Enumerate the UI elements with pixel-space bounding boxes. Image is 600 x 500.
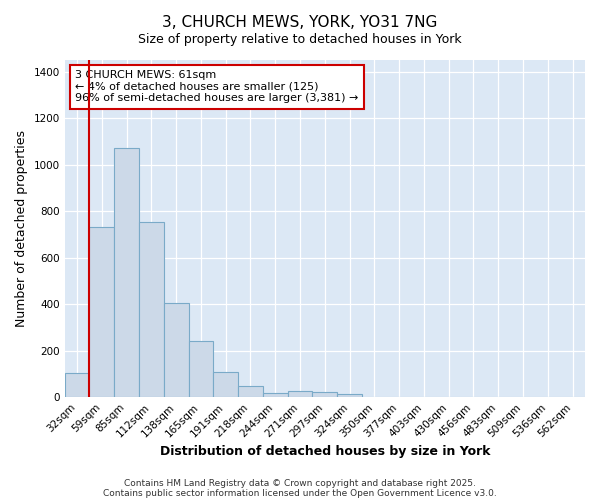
Text: Contains public sector information licensed under the Open Government Licence v3: Contains public sector information licen… [103, 488, 497, 498]
Bar [89, 228, 114, 397]
Bar [188, 342, 214, 397]
Bar [287, 390, 313, 397]
X-axis label: Distribution of detached houses by size in York: Distribution of detached houses by size … [160, 444, 490, 458]
Text: 3 CHURCH MEWS: 61sqm
← 4% of detached houses are smaller (125)
96% of semi-detac: 3 CHURCH MEWS: 61sqm ← 4% of detached ho… [75, 70, 358, 103]
Bar [263, 392, 287, 397]
Bar [238, 386, 263, 397]
Bar [337, 394, 362, 397]
Bar [65, 373, 89, 397]
Text: Contains HM Land Registry data © Crown copyright and database right 2025.: Contains HM Land Registry data © Crown c… [124, 478, 476, 488]
Text: 3, CHURCH MEWS, YORK, YO31 7NG: 3, CHURCH MEWS, YORK, YO31 7NG [163, 15, 437, 30]
Bar [139, 222, 164, 397]
Y-axis label: Number of detached properties: Number of detached properties [15, 130, 28, 327]
Bar [114, 148, 139, 397]
Bar [164, 303, 188, 397]
Bar [313, 392, 337, 397]
Bar [214, 372, 238, 397]
Text: Size of property relative to detached houses in York: Size of property relative to detached ho… [138, 32, 462, 46]
